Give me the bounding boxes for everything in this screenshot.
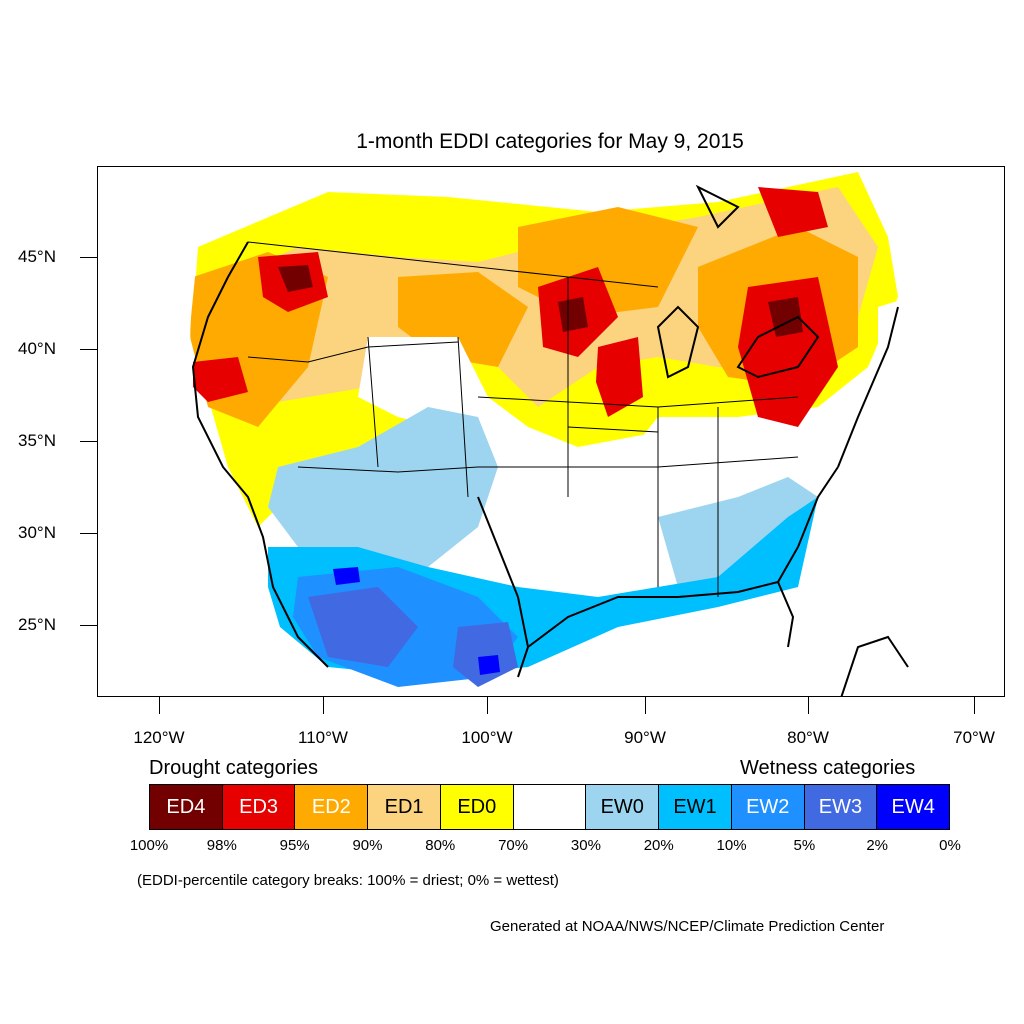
- region-ed4-minnesota: [558, 297, 588, 332]
- lat-label-45: 45°N: [18, 247, 56, 266]
- percentile-label: 0%: [939, 837, 961, 854]
- percentile-label: 5%: [793, 837, 816, 854]
- legend-box-normal: [513, 785, 587, 829]
- region-ed3-california: [193, 357, 248, 402]
- region-ew4-spot2: [478, 655, 500, 675]
- coastlines: [191, 184, 909, 696]
- eddi-map: [97, 166, 1005, 697]
- percentile-label: 98%: [206, 837, 237, 854]
- lat-tick-35: [80, 441, 97, 442]
- percentile-label: 2%: [866, 837, 889, 854]
- legend-bar: ED4 ED3 ED2 ED1 ED0 EW0 EW1 EW2 EW3 EW4: [149, 784, 950, 830]
- lon-label-90: 90°W: [624, 728, 666, 747]
- percentile-label: 20%: [643, 837, 674, 854]
- lat-label-35: 35°N: [18, 431, 56, 450]
- map-title: 1-month EDDI categories for May 9, 2015: [356, 130, 744, 153]
- lon-tick-110: [323, 697, 324, 714]
- lon-label-120: 120°W: [133, 728, 185, 747]
- lat-label-25: 25°N: [18, 615, 56, 634]
- legend-box-ed0: ED0: [440, 785, 514, 829]
- region-ew4-spot: [333, 567, 360, 585]
- lat-tick-30: [80, 533, 97, 534]
- legend-box-ed3: ED3: [222, 785, 296, 829]
- lat-tick-40: [80, 349, 97, 350]
- legend-box-ew3: EW3: [804, 785, 878, 829]
- percentile-label: 95%: [279, 837, 310, 854]
- legend-note: (EDDI-percentile category breaks: 100% =…: [137, 872, 559, 889]
- region-ed3-wisconsin: [596, 337, 643, 417]
- legend-box-ed4: ED4: [150, 785, 223, 829]
- lon-label-110: 110°W: [298, 728, 348, 747]
- lon-tick-80: [808, 697, 809, 714]
- ocean-mask-east: [798, 267, 1004, 696]
- lat-label-40: 40°N: [18, 339, 56, 358]
- lat-tick-45: [80, 257, 97, 258]
- legend-box-ew1: EW1: [659, 785, 732, 829]
- lon-label-70: 70°W: [953, 728, 995, 747]
- lon-tick-120: [159, 697, 160, 714]
- wetness-heading: Wetness categories: [740, 757, 916, 779]
- lat-label-30: 30°N: [18, 523, 56, 542]
- percentile-label: 70%: [498, 837, 529, 854]
- drought-heading: Drought categories: [149, 757, 318, 779]
- lon-label-80: 80°W: [787, 728, 829, 747]
- legend-box-ed1: ED1: [368, 785, 441, 829]
- legend-box-ed2: ED2: [295, 785, 369, 829]
- percentile-label: 90%: [352, 837, 383, 854]
- region-ew3-mexico: [308, 587, 418, 667]
- eddi-map-graphic: [98, 167, 1004, 696]
- region-ed3-quebec: [758, 187, 828, 237]
- lat-tick-25: [80, 625, 97, 626]
- legend-box-ew0: EW0: [586, 785, 660, 829]
- region-ew3-texas: [453, 622, 518, 687]
- legend-box-ew4: EW4: [877, 785, 950, 829]
- ocean-mask-west: [98, 167, 298, 696]
- region-ed4-idaho: [278, 265, 313, 292]
- state-borders: [247, 241, 799, 597]
- lon-tick-70: [974, 697, 975, 714]
- legend-box-ew2: EW2: [731, 785, 805, 829]
- region-ew0-southeast: [658, 477, 818, 587]
- lon-tick-90: [645, 697, 646, 714]
- region-ew0-southwest: [268, 407, 498, 577]
- percentile-label: 80%: [425, 837, 456, 854]
- region-ed3-ontario: [738, 277, 838, 427]
- percentile-label: 10%: [716, 837, 747, 854]
- lon-label-100: 100°W: [461, 728, 513, 747]
- credit: Generated at NOAA/NWS/NCEP/Climate Predi…: [490, 918, 885, 935]
- percentile-label: 30%: [570, 837, 601, 854]
- lon-tick-100: [487, 697, 488, 714]
- percentile-label: 100%: [129, 837, 169, 854]
